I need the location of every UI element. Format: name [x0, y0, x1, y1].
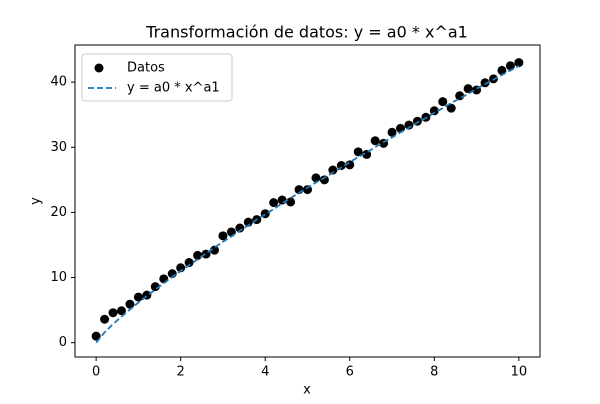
data-point — [463, 84, 473, 94]
data-point — [336, 161, 346, 171]
data-point — [362, 149, 372, 159]
data-point — [133, 292, 143, 302]
data-point — [328, 165, 338, 175]
data-point — [387, 127, 397, 137]
data-point — [514, 58, 524, 68]
data-point — [100, 314, 110, 324]
data-point — [303, 185, 312, 195]
data-point — [277, 195, 287, 205]
legend-box — [81, 53, 233, 102]
data-point — [446, 103, 456, 113]
data-point — [311, 173, 321, 183]
data-point — [125, 299, 135, 309]
data-point — [193, 250, 203, 260]
x-axis-label: x — [303, 383, 311, 398]
x-tick-label: 2 — [177, 365, 185, 380]
x-tick-label: 10 — [511, 365, 528, 380]
y-tick-label: 20 — [50, 205, 67, 220]
data-point — [319, 175, 329, 185]
data-point — [370, 136, 380, 146]
y-tick-label: 10 — [50, 270, 67, 285]
chart-title: Transformación de datos: y = a0 * x^a1 — [145, 23, 468, 42]
x-tick-label: 4 — [261, 365, 269, 380]
data-point — [91, 331, 101, 341]
data-point — [117, 306, 126, 316]
data-point — [353, 147, 363, 157]
y-tick-label: 30 — [50, 140, 67, 155]
plot-frame — [74, 44, 541, 358]
data-point — [218, 231, 228, 241]
x-tick-label: 8 — [430, 365, 438, 380]
data-point — [269, 198, 279, 208]
data-point — [480, 78, 490, 88]
x-tick-label: 6 — [346, 365, 354, 380]
data-point — [243, 217, 253, 227]
data-point — [184, 258, 194, 268]
data-point — [286, 197, 296, 207]
y-tick-label: 40 — [50, 75, 67, 90]
legend-label: Datos — [127, 61, 165, 76]
data-point — [108, 308, 118, 318]
x-tick-label: 0 — [92, 365, 100, 380]
data-point — [497, 65, 507, 75]
fit-line — [95, 65, 520, 344]
y-axis-label: y — [29, 197, 44, 205]
data-point — [438, 97, 448, 107]
legend-marker — [94, 63, 104, 73]
y-tick-label: 0 — [59, 335, 67, 350]
legend-label: y = a0 * x^a1 — [127, 81, 220, 96]
data-point — [505, 61, 515, 71]
data-point — [429, 106, 439, 116]
data-point — [210, 245, 219, 255]
